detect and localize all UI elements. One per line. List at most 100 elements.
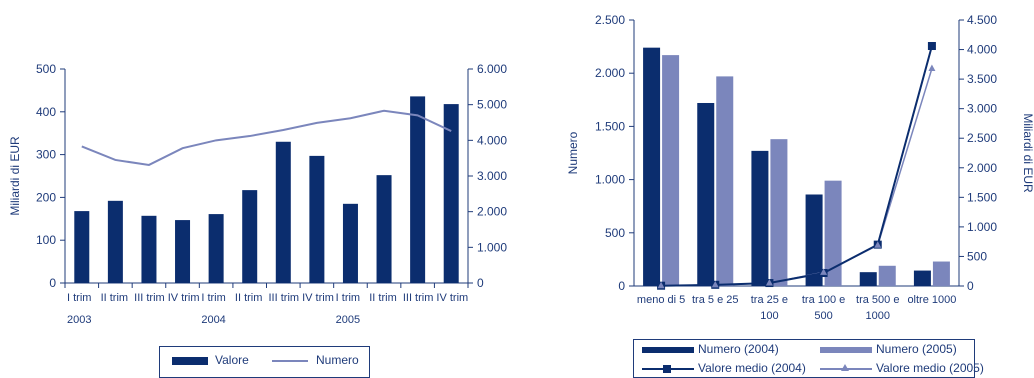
legend-swatch-numero-2005 bbox=[820, 347, 872, 353]
bar-valore bbox=[242, 190, 258, 283]
right-tick-label: 1.000 bbox=[967, 220, 997, 234]
legend-label-valore-medio-2004: Valore medio (2004) bbox=[698, 361, 806, 375]
legend-label-numero: Numero bbox=[316, 353, 359, 367]
right-tick-label: 1.000 bbox=[477, 240, 507, 254]
left-tick-label: 1.000 bbox=[595, 173, 625, 187]
left-axis-title: Numero bbox=[566, 131, 580, 174]
left-tick-label: 200 bbox=[36, 190, 56, 204]
left-tick-label: 500 bbox=[605, 226, 625, 240]
right-tick-label: 6.000 bbox=[477, 62, 507, 76]
legend-chart2: Numero (2004) Numero (2005) Valore medio… bbox=[633, 339, 984, 378]
left-tick-label: 0 bbox=[49, 276, 56, 290]
marker-valore-medio-2005 bbox=[765, 279, 773, 286]
x-tick-label: II trim bbox=[235, 292, 263, 304]
right-tick-label: 2.000 bbox=[967, 161, 997, 175]
x-tick-label: 100 bbox=[760, 310, 778, 322]
x-tick-label: III trim bbox=[403, 292, 434, 304]
x-tick-label: III trim bbox=[269, 292, 300, 304]
left-axis-title: Miliardi di EUR bbox=[8, 136, 22, 216]
bar-valore bbox=[376, 175, 392, 283]
bar-valore bbox=[410, 96, 426, 283]
bar-numero-2004 bbox=[751, 150, 769, 286]
bar-valore bbox=[443, 104, 459, 283]
left-tick-label: 500 bbox=[36, 62, 56, 76]
bar-numero-2005 bbox=[824, 180, 842, 286]
x-tick-label: tra 100 e bbox=[802, 294, 845, 306]
x-tick-label: IV trim bbox=[302, 292, 334, 304]
bar-valore bbox=[309, 155, 325, 283]
legend-marker-valore-medio-2004 bbox=[663, 365, 671, 373]
x-tick-label: tra 5 e 25 bbox=[692, 294, 738, 306]
line-valore-medio-2004 bbox=[661, 45, 933, 287]
bar-numero-2005 bbox=[770, 139, 788, 286]
bar-numero-2004 bbox=[859, 272, 877, 286]
legend-swatch-numero bbox=[272, 360, 308, 362]
legend-marker-valore-medio-2005 bbox=[841, 364, 849, 371]
legend-label-numero-2004: Numero (2004) bbox=[698, 342, 779, 356]
right-tick-label: 2.500 bbox=[967, 131, 997, 145]
bar-valore bbox=[342, 203, 358, 283]
right-tick-label: 1.500 bbox=[967, 190, 997, 204]
legend-label-numero-2005: Numero (2005) bbox=[876, 342, 957, 356]
bar-valore bbox=[175, 220, 191, 283]
x-tick-label: tra 500 e bbox=[856, 294, 899, 306]
x-tick-label: III trim bbox=[134, 292, 165, 304]
right-tick-label: 4.500 bbox=[967, 13, 997, 27]
x-tick-label: 500 bbox=[814, 310, 832, 322]
x-tick-label: II trim bbox=[101, 292, 129, 304]
bar-numero-2005 bbox=[662, 55, 680, 286]
left-tick-label: 100 bbox=[36, 233, 56, 247]
bar-numero-2004 bbox=[643, 47, 661, 286]
marker-valore-medio-2004 bbox=[927, 42, 936, 51]
year-label: 2003 bbox=[67, 314, 91, 326]
x-tick-label: meno di 5 bbox=[637, 294, 685, 306]
right-tick-label: 3.500 bbox=[967, 72, 997, 86]
marker-valore-medio-2005 bbox=[874, 241, 882, 248]
bar-valore bbox=[208, 214, 224, 283]
chart-size-class: 0 500 1.000 1.500 2.000 2.500 0 500 1.000 1.500 2.… bbox=[566, 13, 1034, 322]
bar-numero-2004 bbox=[805, 194, 823, 286]
x-tick-label: I trim bbox=[201, 292, 225, 304]
left-tick-label: 300 bbox=[36, 148, 56, 162]
legend-swatch-valore bbox=[172, 357, 208, 365]
right-tick-label: 0 bbox=[477, 276, 484, 290]
bar-numero-2005 bbox=[878, 265, 896, 286]
bar-numero-2005 bbox=[716, 76, 734, 286]
chart-quarterly: 0 100 200 300 400 500 0 1.000 2.000 3.000 4.000 5.0… bbox=[8, 62, 507, 326]
right-tick-label: 3.000 bbox=[477, 169, 507, 183]
x-tick-label: oltre 1000 bbox=[907, 294, 956, 306]
legend-swatch-numero-2004 bbox=[642, 347, 694, 353]
bar-valore bbox=[107, 200, 123, 283]
bar-valore bbox=[141, 215, 157, 283]
marker-valore-medio-2005 bbox=[657, 281, 665, 289]
x-tick-label: IV trim bbox=[436, 292, 468, 304]
x-tick-label: II trim bbox=[369, 292, 397, 304]
left-tick-label: 0 bbox=[618, 279, 625, 293]
legend-label-valore: Valore bbox=[215, 353, 249, 367]
legend-label-valore-medio-2005: Valore medio (2005) bbox=[876, 361, 984, 375]
right-tick-label: 0 bbox=[967, 279, 974, 293]
bar-numero-2004 bbox=[697, 102, 715, 286]
bar-numero-2005 bbox=[932, 261, 950, 286]
year-label: 2004 bbox=[201, 314, 225, 326]
right-tick-label: 4.000 bbox=[967, 43, 997, 57]
marker-valore-medio-2005 bbox=[711, 280, 719, 288]
left-tick-label: 2.500 bbox=[595, 13, 625, 27]
right-tick-label: 5.000 bbox=[477, 98, 507, 112]
x-tick-label: tra 25 e bbox=[751, 294, 788, 306]
marker-valore-medio-2005 bbox=[820, 268, 828, 275]
x-tick-label: IV trim bbox=[168, 292, 200, 304]
line-numero bbox=[81, 109, 452, 166]
left-tick-label: 2.000 bbox=[595, 66, 625, 80]
right-axis-title: Miliardi di EUR bbox=[1021, 113, 1034, 193]
right-tick-label: 4.000 bbox=[477, 133, 507, 147]
left-tick-label: 1.500 bbox=[595, 119, 625, 133]
bar-valore bbox=[275, 141, 291, 283]
x-tick-label: 1000 bbox=[866, 310, 890, 322]
right-tick-label: 2.000 bbox=[477, 205, 507, 219]
x-tick-label: I trim bbox=[67, 292, 91, 304]
right-tick-label: 500 bbox=[967, 249, 987, 263]
year-label: 2005 bbox=[336, 314, 360, 326]
marker-valore-medio-2005 bbox=[928, 64, 936, 71]
